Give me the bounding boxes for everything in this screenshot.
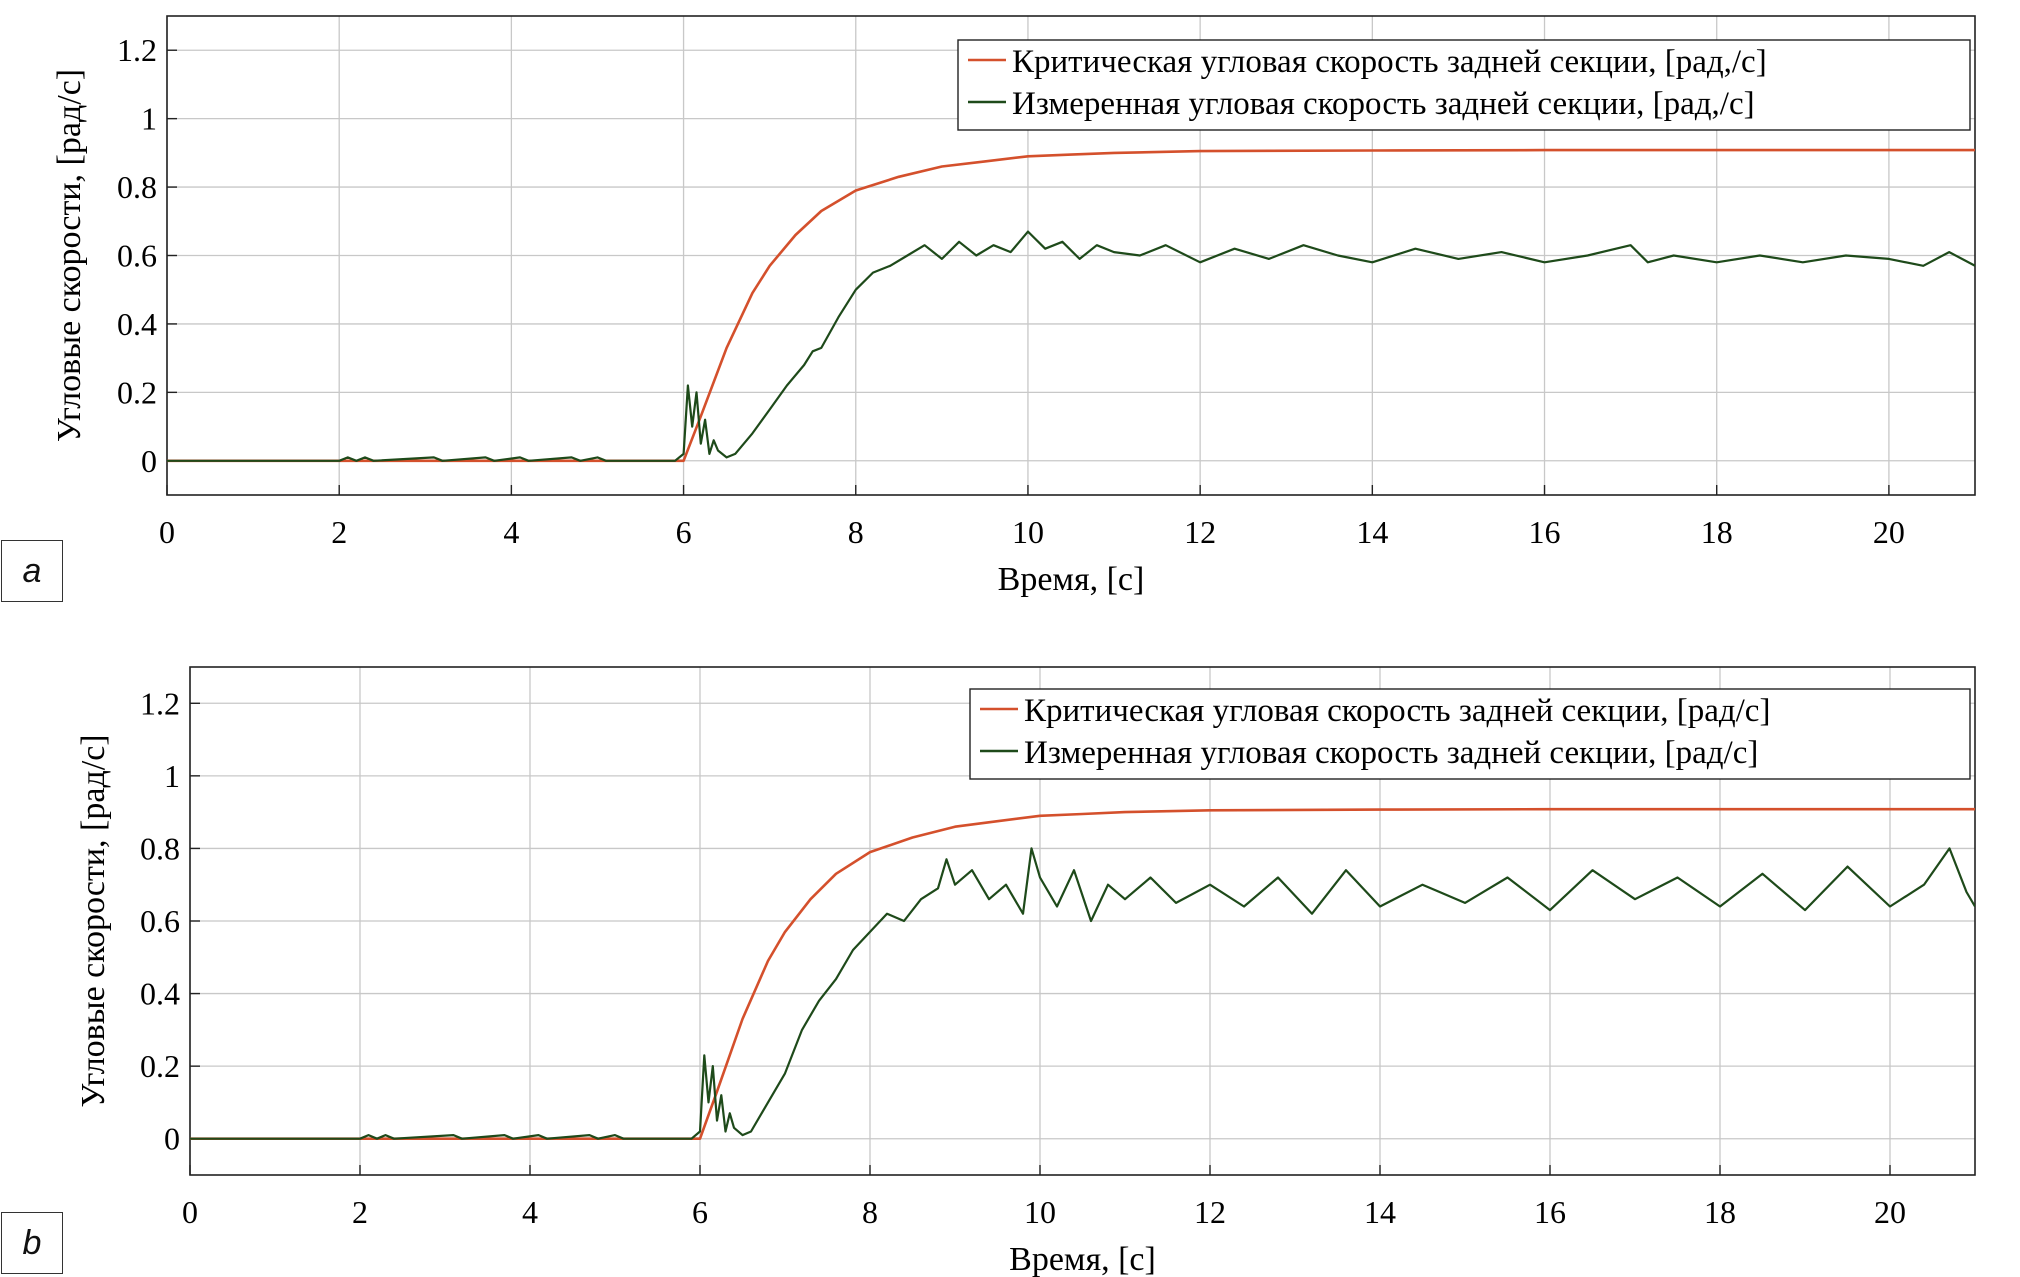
series-line-measured <box>190 847 1975 1140</box>
x-axis-title: Время, [с] <box>1009 1241 1156 1277</box>
series-line-critical <box>190 807 1975 1140</box>
x-tick-label: 14 <box>1364 1194 1396 1230</box>
x-tick-label: 16 <box>1534 1194 1566 1230</box>
x-tick-label: 12 <box>1194 1194 1226 1230</box>
x-tick-label: 20 <box>1873 514 1905 550</box>
x-tick-label: 4 <box>522 1194 538 1230</box>
y-tick-label: 0.6 <box>117 238 157 274</box>
y-tick-label: 1.2 <box>117 32 157 68</box>
x-axis-title: Время, [с] <box>998 561 1145 598</box>
panel-label-a: a <box>1 540 63 602</box>
y-tick-label: 0.8 <box>117 169 157 205</box>
x-tick-label: 6 <box>676 514 692 550</box>
x-tick-label: 16 <box>1529 514 1561 550</box>
x-tick-label: 6 <box>692 1194 708 1230</box>
chart-panel-b: 0 2 4 6 8 10 12 14 16 18 20 0 0.2 0.4 0.6 0.8 1 1.2 Время,… <box>0 640 2020 1277</box>
x-tick-label: 10 <box>1012 514 1044 550</box>
x-tick-label: 8 <box>848 514 864 550</box>
x-tick-label: 0 <box>159 514 175 550</box>
series-line-critical <box>167 148 1975 463</box>
x-tick-label: 18 <box>1701 514 1733 550</box>
x-tick-label: 2 <box>352 1194 368 1230</box>
x-tick-label: 10 <box>1024 1194 1056 1230</box>
y-tick-label: 1.2 <box>140 685 180 721</box>
legend-label-critical: Критическая угловая скорость задней секц… <box>1024 693 1770 729</box>
y-axis-title: Угловые скорости, [рад/с] <box>51 69 88 442</box>
x-tick-label: 8 <box>862 1194 878 1230</box>
legend-label-measured: Измеренная угловая скорость задней секци… <box>1024 735 1758 771</box>
chart-a: 0 2 4 6 8 10 12 14 16 18 20 0 0.2 0.4 0.6 0.8 1 1.2 Время,… <box>51 15 1976 598</box>
legend-box <box>969 688 1971 780</box>
legend-label-measured: Измеренная угловая скорость задней секци… <box>1012 86 1755 122</box>
y-tick-label: 0 <box>141 443 157 479</box>
y-tick-label: 0.2 <box>117 374 157 410</box>
series-line-measured <box>167 230 1975 462</box>
chart-panel-a: 0 2 4 6 8 10 12 14 16 18 20 0 0.2 0.4 0.6 0.8 1 1.2 Время,… <box>0 0 2020 610</box>
x-tick-label: 4 <box>503 514 519 550</box>
x-tick-label: 20 <box>1874 1194 1906 1230</box>
legend-label-critical: Критическая угловая скорость задней секц… <box>1012 44 1767 80</box>
y-tick-label: 1 <box>164 758 180 794</box>
y-tick-label: 1 <box>141 101 157 137</box>
y-tick-label: 0 <box>164 1121 180 1157</box>
y-tick-label: 0.6 <box>140 903 180 939</box>
legend-box <box>957 39 1971 131</box>
x-tick-label: 12 <box>1184 514 1216 550</box>
x-tick-label: 0 <box>182 1194 198 1230</box>
x-tick-label: 2 <box>331 514 347 550</box>
y-tick-label: 0.8 <box>140 830 180 866</box>
y-tick-label: 0.4 <box>140 976 180 1012</box>
y-tick-label: 0.2 <box>140 1048 180 1084</box>
chart-b: 0 2 4 6 8 10 12 14 16 18 20 0 0.2 0.4 0.6 0.8 1 1.2 Время,… <box>75 666 1976 1277</box>
y-axis-title: Угловые скорости, [рад/с] <box>75 734 112 1107</box>
x-tick-label: 18 <box>1704 1194 1736 1230</box>
x-tick-label: 14 <box>1356 514 1388 550</box>
y-tick-label: 0.4 <box>117 306 157 342</box>
panel-label-b: b <box>1 1212 63 1274</box>
